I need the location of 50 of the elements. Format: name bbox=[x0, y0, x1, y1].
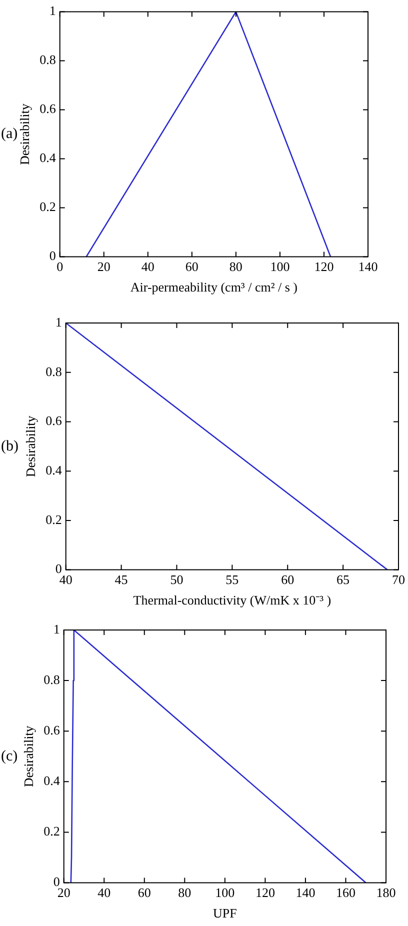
x-tick-label: 140 bbox=[296, 885, 316, 900]
y-tick-label: 0.4 bbox=[44, 773, 60, 788]
x-tick-label: 100 bbox=[215, 885, 235, 900]
x-tick-label: 80 bbox=[178, 885, 192, 900]
y-tick-label: 0 bbox=[49, 248, 56, 264]
text: (b) bbox=[1, 438, 18, 454]
y-axis-title: Desirability bbox=[17, 103, 32, 165]
y-tick-label: 0.6 bbox=[46, 413, 62, 428]
x-tick-label: 140 bbox=[358, 259, 378, 274]
y-tick-label: 0.8 bbox=[44, 672, 60, 687]
x-tick-label: 40 bbox=[59, 572, 72, 588]
y-tick-label: 1 bbox=[55, 314, 62, 330]
y-tick-label: 0.6 bbox=[44, 722, 60, 738]
x-tick-label: 55 bbox=[226, 572, 239, 588]
y-tick-label: 0.2 bbox=[40, 199, 56, 214]
x-tick-label: 60 bbox=[281, 572, 294, 588]
x-tick-label: 20 bbox=[97, 259, 110, 274]
y-tick-label: 0.2 bbox=[46, 512, 62, 527]
y-tick-label: 1 bbox=[49, 3, 56, 18]
x-axis-title: UPF bbox=[212, 906, 237, 921]
x-tick-label: 40 bbox=[98, 885, 111, 900]
y-tick-label: 0.4 bbox=[40, 150, 56, 166]
y-tick-label: 0.8 bbox=[40, 52, 56, 68]
y-tick-label: 0.8 bbox=[46, 364, 62, 379]
y-tick-label: 0.6 bbox=[40, 101, 56, 116]
y-tick-label: 0.4 bbox=[46, 462, 62, 478]
x-tick-label: 160 bbox=[336, 885, 356, 900]
x-tick-label: 40 bbox=[141, 259, 154, 274]
x-tick-label: 70 bbox=[392, 572, 405, 588]
x-axis-title: Thermal-conductivity (W/mK x 10⁻³ ) bbox=[133, 592, 332, 608]
x-tick-label: 45 bbox=[114, 572, 128, 588]
y-tick-label: 1 bbox=[53, 621, 60, 636]
x-tick-label: 120 bbox=[314, 259, 334, 274]
x-tick-label: 50 bbox=[170, 572, 184, 588]
x-tick-label: 80 bbox=[229, 259, 242, 274]
y-tick-label: 0 bbox=[55, 561, 62, 576]
y-tick-label: 0.2 bbox=[44, 824, 60, 839]
y-axis-title: Desirability bbox=[21, 725, 36, 788]
x-tick-label: 65 bbox=[336, 572, 350, 588]
x-tick-label: 180 bbox=[376, 885, 396, 900]
text: (a) bbox=[1, 126, 18, 142]
x-tick-label: 20 bbox=[57, 885, 70, 900]
x-tick-label: 120 bbox=[255, 885, 275, 900]
y-tick-label: 0 bbox=[53, 874, 60, 890]
x-tick-label: 60 bbox=[138, 885, 151, 900]
x-tick-label: 100 bbox=[270, 259, 290, 274]
x-tick-label: 60 bbox=[185, 259, 198, 274]
y-axis-title: Desirability bbox=[23, 415, 38, 478]
text: (c) bbox=[1, 748, 18, 764]
x-axis-title: Air-permeability (cm³ / cm² / s ) bbox=[130, 280, 298, 295]
